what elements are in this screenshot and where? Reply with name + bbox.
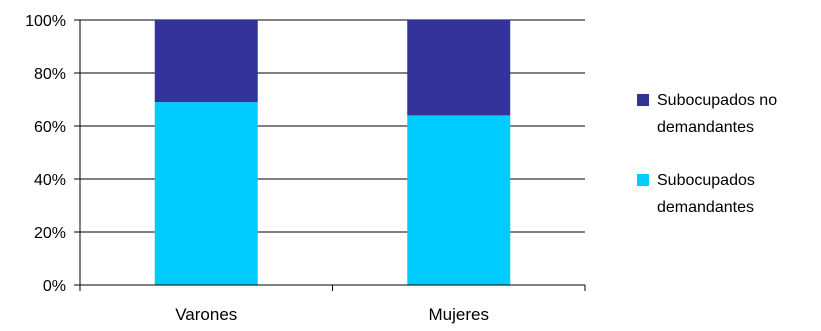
x-category-label: Mujeres [429, 305, 489, 324]
bar-segment [407, 20, 511, 116]
y-tick-label: 80% [34, 66, 66, 83]
axes: 0% 20% 40% 60% 80% 100% Varones Mujeres [25, 13, 586, 324]
y-tick-label: 40% [34, 172, 66, 189]
y-tick-label: 20% [34, 225, 66, 242]
y-tick-label: 0% [43, 278, 66, 295]
legend-label: Subocupados no [657, 92, 777, 109]
legend-swatch [637, 94, 649, 106]
y-tick-label: 60% [34, 119, 66, 136]
bar-segment [154, 20, 258, 103]
legend: Subocupados no demandantes Subocupados dema… [637, 92, 777, 216]
bars [154, 20, 511, 286]
bar-segment [407, 115, 511, 286]
legend-label: demandantes [657, 199, 754, 216]
bar-segment [154, 102, 258, 286]
legend-swatch [637, 174, 649, 186]
legend-label: Subocupados [657, 172, 755, 189]
x-category-label: Varones [175, 305, 237, 324]
legend-label: demandantes [657, 119, 754, 136]
y-tick-label: 100% [25, 13, 66, 30]
